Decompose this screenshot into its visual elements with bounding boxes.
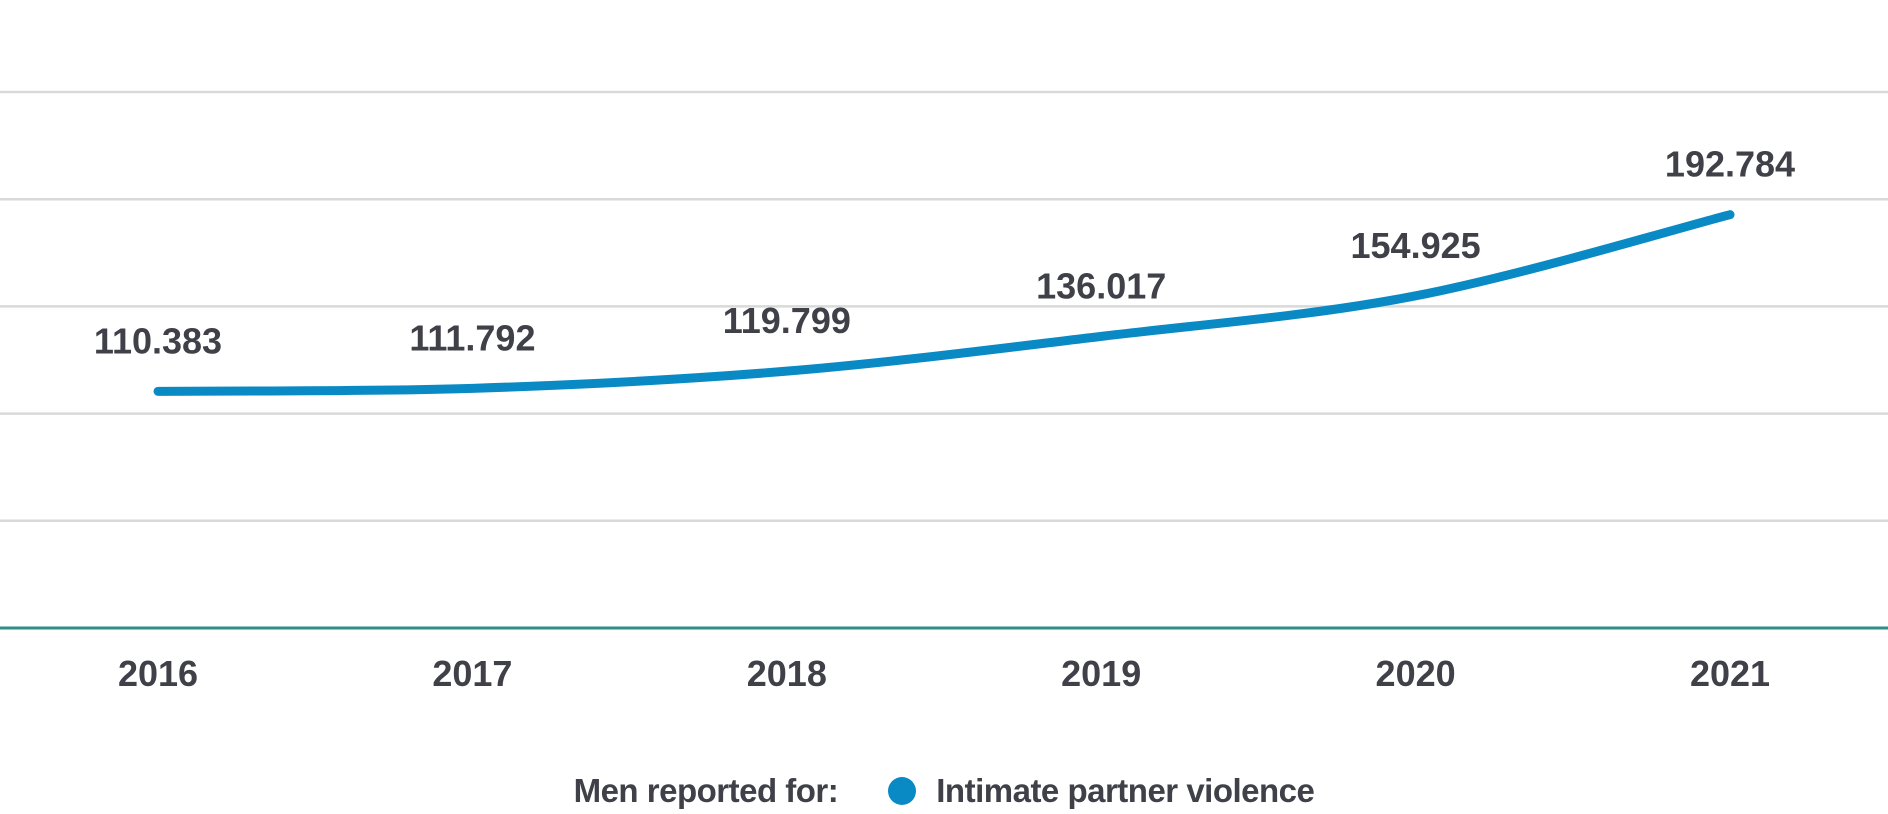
data-label: 154.925 [1351, 225, 1481, 266]
legend-label: Intimate partner violence [936, 772, 1315, 809]
legend-marker-icon [888, 777, 917, 805]
data-label: 136.017 [1036, 265, 1166, 306]
data-label: 192.784 [1665, 144, 1795, 185]
x-tick-label: 2021 [1690, 653, 1770, 694]
x-tick-label: 2019 [1061, 653, 1141, 694]
data-label: 110.383 [94, 320, 222, 361]
x-tick-label: 2018 [747, 653, 827, 694]
x-tick-label: 2020 [1376, 653, 1456, 694]
data-label: 111.792 [409, 317, 535, 358]
x-tick-label: 2017 [432, 653, 512, 694]
series-line-intimate-partner-violence [153, 210, 1735, 396]
x-tick-label: 2016 [118, 653, 198, 694]
legend-title: Men reported for: [573, 772, 839, 809]
data-labels: 110.383 111.792 119.799 136.017 154.925 192.7… [94, 144, 1795, 362]
legend: Men reported for: Intimate partner viole… [0, 768, 1888, 814]
series-line [153, 210, 1735, 396]
data-label: 119.799 [723, 300, 851, 341]
x-axis-ticks: 2016 2017 2018 2019 2020 2021 [118, 653, 1770, 694]
gridlines [0, 90, 1888, 523]
